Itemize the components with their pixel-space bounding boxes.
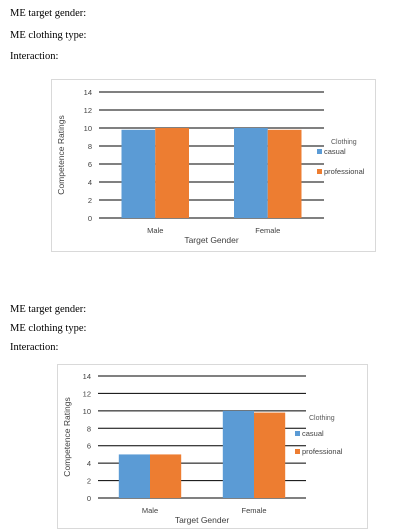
bar-casual-male	[118, 454, 150, 498]
chart-2: 0 2 4 6 8 10 12 14 Male Female Target Gender Compet…	[57, 364, 368, 529]
bar-casual-female	[222, 410, 254, 498]
legend-swatch-professional	[295, 449, 300, 454]
x-tick-label: Female	[241, 506, 266, 515]
x-tick-label: Female	[255, 226, 280, 235]
me-clothing-type-label: ME clothing type:	[10, 30, 87, 41]
y-tick-label: 0	[88, 214, 92, 223]
chart-1: 0 2 4 6 8 10 12 14 Male Female Target Gender Compet…	[51, 79, 376, 252]
y-tick-label: 10	[84, 124, 92, 133]
y-tick-label: 2	[87, 477, 91, 486]
y-tick-label: 4	[87, 459, 91, 468]
y-tick-label: 6	[87, 442, 91, 451]
chart-1-svg: 0 2 4 6 8 10 12 14 Male Female Target Gender Compet…	[56, 88, 365, 245]
legend-label-casual: casual	[302, 429, 324, 438]
interaction-label: Interaction:	[10, 51, 59, 62]
chart-2-svg: 0 2 4 6 8 10 12 14 Male Female Target Gender Compet…	[62, 372, 343, 525]
legend-title: Clothing	[331, 139, 357, 146]
y-tick-label: 12	[84, 106, 92, 115]
y-tick-label: 0	[87, 494, 91, 503]
bar-casual-male	[121, 129, 156, 218]
y-tick-label: 12	[83, 389, 91, 398]
y-tick-label: 14	[84, 88, 92, 97]
y-tick-label: 2	[88, 196, 92, 205]
x-axis-title: Target Gender	[184, 235, 239, 245]
me-target-gender-label-2: ME target gender:	[10, 304, 87, 315]
legend-swatch-casual	[317, 149, 322, 154]
me-target-gender-label: ME target gender:	[10, 8, 87, 19]
interaction-label-2: Interaction:	[10, 342, 59, 353]
y-tick-label: 8	[87, 424, 91, 433]
legend-label-professional: professional	[324, 167, 365, 176]
legend-label-professional: professional	[302, 447, 343, 456]
bar-professional-male	[155, 128, 189, 218]
bar-professional-female	[267, 129, 302, 218]
y-tick-label: 4	[88, 178, 92, 187]
bar-casual-female	[234, 128, 268, 218]
x-tick-label: Male	[142, 506, 158, 515]
me-clothing-type-label-2: ME clothing type:	[10, 323, 87, 334]
x-tick-label: Male	[147, 226, 163, 235]
y-axis-title: Competence Ratings	[62, 397, 72, 476]
y-axis-title: Competence Ratings	[56, 115, 66, 194]
x-axis-title: Target Gender	[175, 515, 230, 525]
legend-swatch-casual	[295, 431, 300, 436]
bar-professional-male	[150, 454, 182, 498]
y-tick-label: 14	[83, 372, 91, 381]
y-tick-label: 8	[88, 142, 92, 151]
legend-title: Clothing	[309, 415, 335, 422]
y-tick-label: 10	[83, 407, 91, 416]
bar-professional-female	[254, 412, 286, 498]
legend-swatch-professional	[317, 169, 322, 174]
legend-label-casual: casual	[324, 147, 346, 156]
y-tick-label: 6	[88, 160, 92, 169]
